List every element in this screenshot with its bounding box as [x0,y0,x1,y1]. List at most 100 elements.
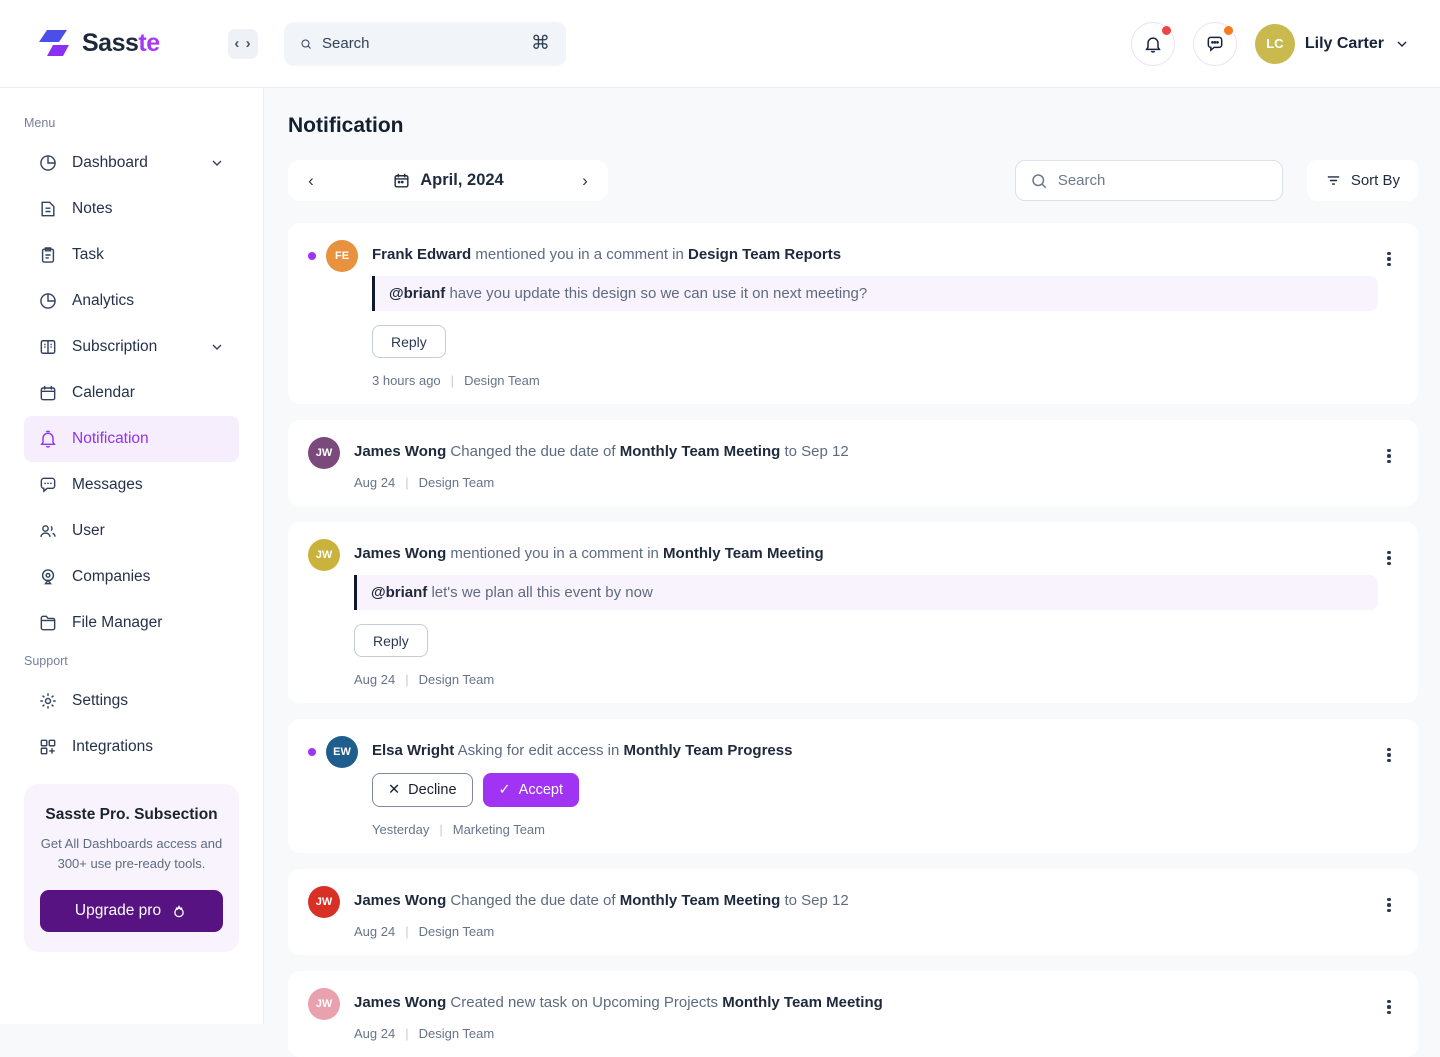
sidebar-item-task[interactable]: Task [24,232,239,278]
upgrade-pro-button[interactable]: Upgrade pro [40,890,223,933]
sidebar-item-dashboard[interactable]: Dashboard [24,140,239,186]
next-month-button[interactable]: › [568,164,602,198]
actor-name: James Wong [354,892,447,909]
gear-icon [38,691,58,711]
sort-by-button[interactable]: Sort By [1306,160,1418,201]
sidebar-item-companies[interactable]: Companies [24,554,239,600]
sidebar-collapse-button[interactable]: ‹ › [228,28,258,59]
notification-title: James Wong Changed the due date of Month… [354,443,849,460]
global-search[interactable]: ⌘ [284,21,566,66]
date-label[interactable]: April, 2024 [420,171,504,189]
kebab-menu-icon[interactable] [1378,437,1400,467]
timestamp: Aug 24 [354,672,396,687]
kebab-menu-icon[interactable] [1378,539,1400,569]
notifications-bell-button[interactable] [1130,21,1175,66]
chevron-down-icon [209,155,225,171]
sidebar-item-label: Analytics [72,292,135,309]
top-bar: Sasste ‹ › ⌘ LC Lily Carter [0,0,1440,88]
sidebar-item-label: Notes [72,200,113,217]
unread-dot [308,748,316,756]
pro-card-description: Get All Dashboards access and 300+ use p… [40,836,223,872]
sidebar-item-notes[interactable]: Notes [24,186,239,232]
sidebar-item-analytics[interactable]: Analytics [24,278,239,324]
timestamp: Aug 24 [354,475,396,490]
kebab-menu-icon[interactable] [1378,240,1400,270]
notification-title: Frank Edward mentioned you in a comment … [372,246,842,263]
sidebar-item-user[interactable]: User [24,508,239,554]
integrations-icon [38,737,58,757]
sidebar-item-file-manager[interactable]: File Manager [24,600,239,646]
calendar-icon [38,383,58,403]
team-label: Design Team [418,672,495,687]
chevron-down-icon [209,339,225,355]
meta-separator: | [450,373,455,388]
notification-card: EW Elsa Wright Asking for edit access in… [288,719,1418,853]
sidebar-item-label: Settings [72,692,129,709]
chat-icon [1207,36,1223,52]
command-key-icon: ⌘ [531,33,550,54]
sidebar-item-calendar[interactable]: Calendar [24,370,239,416]
kebab-menu-icon[interactable] [1378,988,1400,1018]
sidebar-item-settings[interactable]: Settings [24,678,239,724]
user-name: Lily Carter [1304,34,1384,52]
team-label: Design Team [418,475,495,490]
avatar: JW [308,437,340,469]
folder-icon [38,613,58,633]
prev-month-button[interactable]: ‹ [294,164,328,198]
notification-badge [1161,25,1171,35]
sidebar: Menu Dashboard Notes Task Analytics Subscript… [0,88,264,1024]
meta-separator: | [405,924,409,939]
avatar: EW [326,736,358,768]
kebab-menu-icon[interactable] [1378,736,1400,766]
object-name: Monthly Team Progress [623,742,793,759]
notification-title: James Wong Created new task on Upcoming … [354,994,883,1011]
timestamp: Yesterday [372,822,430,837]
team-label: Marketing Team [452,822,545,837]
notification-card: JW James Wong mentioned you in a comment… [288,522,1418,703]
sidebar-item-label: Companies [72,568,151,585]
reply-button[interactable]: Reply [372,325,446,358]
sidebar-item-label: Task [72,246,104,263]
broadcast-icon [38,567,58,587]
sidebar-section-label: Support [24,654,68,668]
user-profile-menu[interactable]: LC Lily Carter [1254,23,1410,64]
pro-upgrade-card: Sasste Pro. Subsection Get All Dashboard… [24,784,239,953]
object-name: Monthly Team Meeting [663,545,824,562]
pie-chart-icon [38,153,58,173]
global-search-input[interactable] [322,35,521,52]
bell-icon [1145,36,1161,53]
reply-button[interactable]: Reply [354,624,428,657]
page-title: Notification [288,114,404,137]
chat-icon [38,475,58,495]
kebab-menu-icon[interactable] [1378,886,1400,916]
accept-button[interactable]: ✓ Accept [482,773,580,807]
messages-button[interactable] [1192,21,1237,66]
notification-title: Elsa Wright Asking for edit access in Mo… [372,742,793,759]
sidebar-item-messages[interactable]: Messages [24,462,239,508]
sidebar-item-label: User [72,522,105,539]
avatar: JW [308,988,340,1020]
pro-card-title: Sasste Pro. Subsection [45,806,218,823]
sidebar-item-label: Messages [72,476,143,493]
unread-dot [308,252,316,260]
notification-card: FE Frank Edward mentioned you in a comme… [288,223,1418,404]
meta-separator: | [439,822,443,837]
sidebar-item-subscription[interactable]: Subscription [24,324,239,370]
users-icon [38,521,58,541]
sidebar-item-notification[interactable]: Notification [24,416,239,462]
card-icon [38,337,58,357]
decline-button[interactable]: ✕ Decline [372,773,473,807]
avatar: JW [308,886,340,918]
date-picker: ‹ April, 2024 › [288,160,608,201]
bell-icon [38,429,58,449]
avatar: JW [308,539,340,571]
check-icon: ✓ [498,782,511,798]
sidebar-item-integrations[interactable]: Integrations [24,724,239,770]
notification-search-input[interactable] [1057,172,1268,189]
quote-block: @brianf have you update this design so w… [372,276,1378,311]
actor-name: Elsa Wright [372,742,455,759]
notification-search[interactable] [1014,160,1283,201]
logo-mark-icon [39,29,69,56]
notification-card: JW James Wong Changed the due date of Mo… [288,869,1418,955]
message-badge [1223,25,1233,35]
